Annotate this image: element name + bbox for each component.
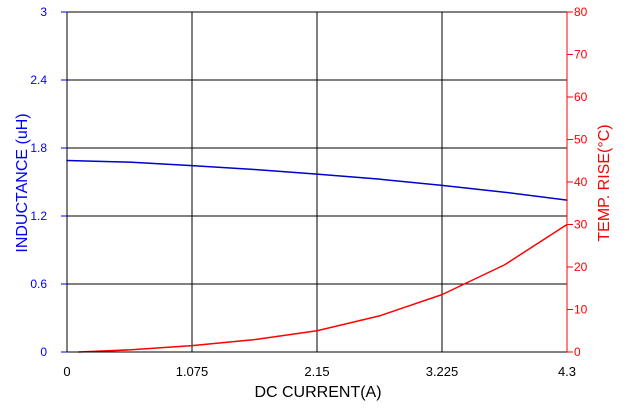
left-tick-label: 0 [40,345,47,359]
left-tick-label: 1.2 [30,209,47,223]
x-axis-label: DC CURRENT(A) [254,384,381,401]
right-tick-label: 20 [574,260,588,274]
series-lines [66,159,568,353]
right-tick-label: 30 [574,218,588,232]
right-tick-label: 80 [574,5,588,19]
left-tick-label: 1.8 [30,141,47,155]
x-tick-label: 4.3 [558,364,576,379]
inductance-series-line [66,159,568,201]
axes: 0 1.075 2.15 3.225 4.300.61.21.82.4301020304… [30,5,587,379]
right-tick-label: 50 [574,133,588,147]
x-tick-label: 3.225 [426,364,459,379]
left-tick-label: 3 [40,5,47,19]
left-tick-label: 2.4 [30,73,47,87]
right-tick-label: 10 [574,303,588,317]
left-tick-label: 0.6 [30,277,47,291]
x-tick-label: 1.075 [176,364,209,379]
left-axis-label: INDUCTANCE (uH) [14,113,31,252]
right-tick-label: 60 [574,90,588,104]
right-axis-label: TEMP. RISE(°C) [596,124,613,241]
right-tick-label: 70 [574,48,588,62]
x-tick-label: 0 [63,364,70,379]
grid-lines [66,11,568,353]
temp-rise-series-line [77,223,568,353]
x-tick-label: 2.15 [304,364,329,379]
right-tick-label: 40 [574,175,588,189]
right-tick-label: 0 [574,345,581,359]
